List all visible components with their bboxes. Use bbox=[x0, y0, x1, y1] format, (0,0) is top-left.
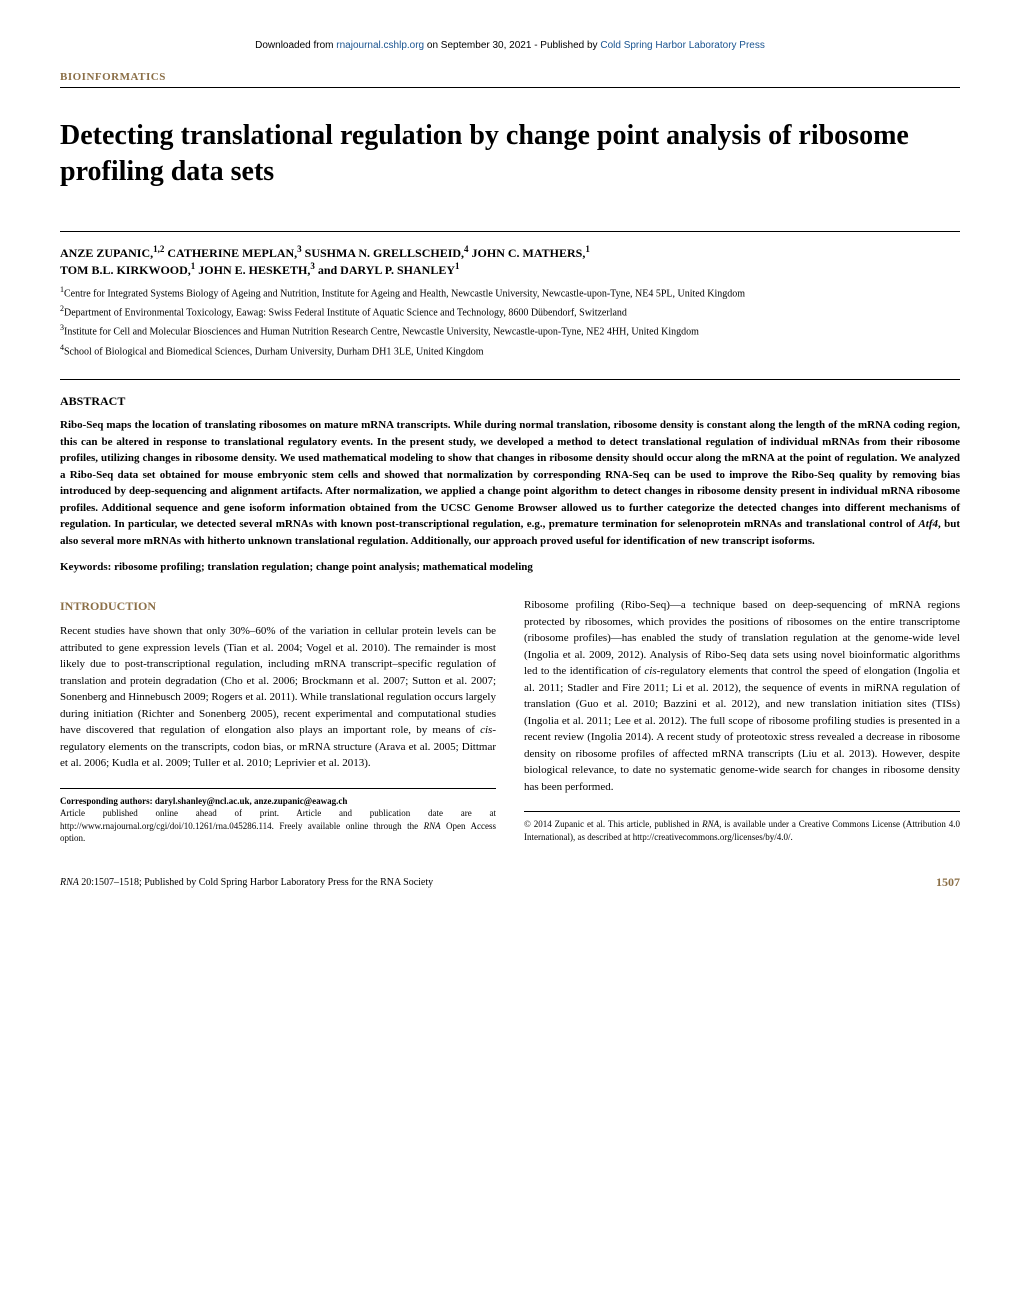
footer-citation: RNA 20:1507–1518; Published by Cold Spri… bbox=[60, 877, 433, 888]
right-column: Ribosome profiling (Ribo-Seq)—a techniqu… bbox=[524, 597, 960, 845]
authors-block: ANZE ZUPANIC,1,2 CATHERINE MEPLAN,3 SUSH… bbox=[60, 231, 960, 278]
banner-link-1[interactable]: rnajournal.cshlp.org bbox=[336, 40, 424, 51]
affiliation-3: 3Institute for Cell and Molecular Biosci… bbox=[60, 322, 960, 339]
banner-link-2[interactable]: Cold Spring Harbor Laboratory Press bbox=[600, 40, 765, 51]
download-banner: Downloaded from rnajournal.cshlp.org on … bbox=[60, 40, 960, 51]
introduction-heading: INTRODUCTION bbox=[60, 597, 496, 615]
banner-prefix: Downloaded from bbox=[255, 40, 336, 51]
corresponding-authors: Corresponding authors: daryl.shanley@ncl… bbox=[60, 795, 496, 808]
article-title: Detecting translational regulation by ch… bbox=[60, 118, 960, 191]
banner-mid: on September 30, 2021 - Published by bbox=[424, 40, 600, 51]
corresponding-emails: daryl.shanley@ncl.ac.uk, anze.zupanic@ea… bbox=[155, 796, 348, 806]
authors-line-2: TOM B.L. KIRKWOOD,1 JOHN E. HESKETH,3 an… bbox=[60, 261, 960, 278]
footnote-separator: Corresponding authors: daryl.shanley@ncl… bbox=[60, 788, 496, 845]
corresponding-label: Corresponding authors: bbox=[60, 796, 155, 806]
affiliation-2: 2Department of Environmental Toxicology,… bbox=[60, 303, 960, 320]
affiliations-block: 1Centre for Integrated Systems Biology o… bbox=[60, 284, 960, 359]
keywords: Keywords: ribosome profiling; translatio… bbox=[60, 561, 960, 573]
intro-paragraph-left: Recent studies have shown that only 30%–… bbox=[60, 623, 496, 772]
keywords-text: ribosome profiling; translation regulati… bbox=[114, 561, 533, 573]
page-footer: RNA 20:1507–1518; Published by Cold Spri… bbox=[60, 875, 960, 890]
intro-paragraph-right: Ribosome profiling (Ribo-Seq)—a techniqu… bbox=[524, 597, 960, 795]
keywords-label: Keywords: bbox=[60, 561, 111, 573]
page-number: 1507 bbox=[936, 875, 960, 890]
article-note: Article published online ahead of print.… bbox=[60, 807, 496, 845]
main-columns: INTRODUCTION Recent studies have shown t… bbox=[60, 597, 960, 845]
section-label: BIOINFORMATICS bbox=[60, 71, 960, 88]
affiliation-4: 4School of Biological and Biomedical Sci… bbox=[60, 342, 960, 359]
abstract-body: Ribo-Seq maps the location of translatin… bbox=[60, 417, 960, 549]
copyright-note: © 2014 Zupanic et al. This article, publ… bbox=[524, 818, 960, 843]
abstract-heading: ABSTRACT bbox=[60, 379, 960, 409]
copyright-separator: © 2014 Zupanic et al. This article, publ… bbox=[524, 811, 960, 843]
authors-line-1: ANZE ZUPANIC,1,2 CATHERINE MEPLAN,3 SUSH… bbox=[60, 244, 960, 261]
affiliation-1: 1Centre for Integrated Systems Biology o… bbox=[60, 284, 960, 301]
left-column: INTRODUCTION Recent studies have shown t… bbox=[60, 597, 496, 845]
